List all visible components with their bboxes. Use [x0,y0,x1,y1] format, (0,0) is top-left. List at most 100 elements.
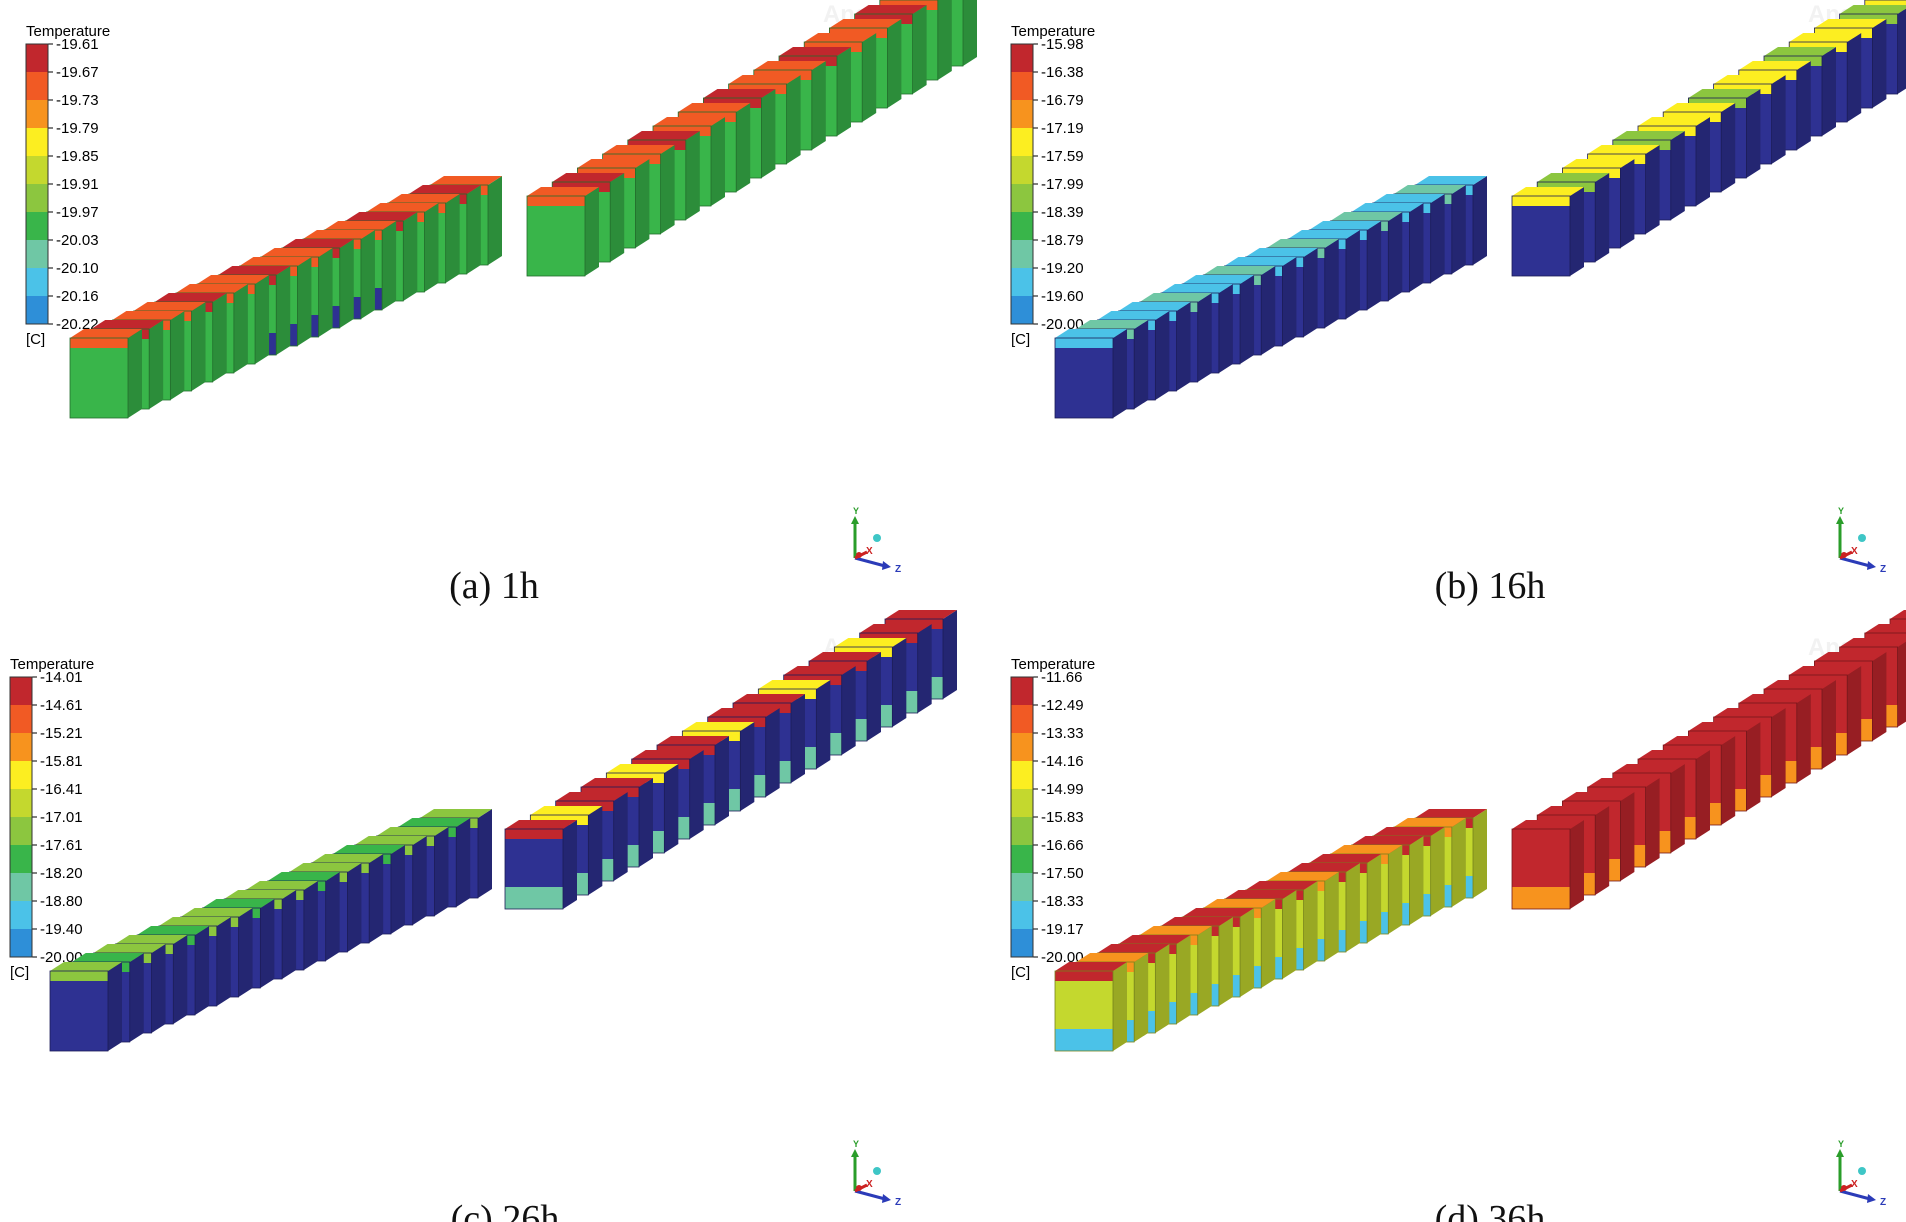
legend-value: -14.01 [40,669,83,686]
legend-value: -19.79 [56,120,99,137]
slab-top [1789,666,1862,675]
slab-top [505,820,577,829]
slab-front-top-band [527,196,585,206]
slab-side [260,899,275,988]
slab-top [829,19,902,28]
legend-unit: [C] [1011,964,1030,981]
legend-color-band [26,240,48,268]
slab-side [811,61,826,150]
slab-top [1512,187,1584,196]
slab-top [1415,809,1487,818]
slab-top [631,750,704,759]
y-axis-head [851,1149,859,1157]
slab-side [1570,820,1584,909]
slab-top [1738,694,1811,703]
legend-color-band [26,44,48,72]
slab-front-bottom-band [1512,254,1570,276]
legend-color-band [1011,184,1033,212]
slab-top [324,221,397,230]
legend-value: -19.67 [56,64,99,81]
legend-value: -20.03 [56,232,99,249]
legend-value: -12.49 [1041,697,1084,714]
legend-frame [1010,676,1034,958]
legend-unit: [C] [26,331,45,348]
slab-top [555,792,628,801]
back-row-slab [504,820,577,910]
slab-top [1160,284,1233,293]
legend-value: -14.61 [40,697,83,714]
slab-top [1663,736,1736,745]
panel-caption: (d) 36h [1435,1198,1546,1222]
legend-value: -15.98 [1041,36,1084,53]
slab-side [1897,8,1906,94]
slab-front-bottom-band [50,1029,108,1051]
slab-side [1409,836,1424,925]
slab-top [1393,818,1466,827]
slab-front-bottom-band [1055,1029,1113,1051]
slab-front-bottom-band [1055,396,1113,418]
x-axis-letter: X [1851,1179,1858,1190]
slab-side [740,722,755,811]
slab-side [1282,890,1297,979]
slab-side [1595,806,1610,895]
legend-color-band [1011,72,1033,100]
slab-top [1351,203,1424,212]
slab-top [224,890,297,899]
slab-side [1796,694,1811,783]
slab-top [1245,248,1318,257]
slab-side [1872,19,1887,108]
slab-side [1197,926,1212,1015]
legend-color-band [1011,296,1033,324]
slab-top [260,248,333,257]
x-axis-letter: X [866,546,873,557]
slab-side [1645,145,1660,234]
slab-top [175,284,248,293]
slab-top [50,962,122,971]
slab-side [892,638,907,727]
slab-side [841,666,856,755]
front-row-slab [1054,329,1127,419]
slab-top [1097,311,1170,320]
slab-side [689,750,704,839]
legend-value: -19.91 [56,176,99,193]
legend-frame [9,676,33,958]
slab-side [1595,173,1610,262]
slab-top [1224,890,1297,899]
legend-value: -15.83 [1041,809,1084,826]
legend-color-band [1011,44,1033,72]
legend-value: -17.59 [1041,148,1084,165]
slab-side [1473,176,1487,265]
slab-side [347,863,362,952]
slab-side [1822,680,1836,769]
front-row-slab [49,962,122,1052]
slab-top [387,194,460,203]
legend-color-band [10,929,32,957]
slab-outline [1054,337,1114,419]
slab-side [1847,666,1862,755]
legend-value: -20.00 [1041,949,1084,966]
legend-value: -18.80 [40,893,83,910]
slab-outline [1054,970,1114,1052]
legend-color-band [26,156,48,184]
slab-side [639,778,653,867]
slab-front-top-band [1512,829,1570,839]
slab-side [937,0,952,80]
legend-color-band [1011,705,1033,733]
slab-top [1713,75,1786,84]
slab-side [1746,89,1761,178]
legend-value: -18.79 [1041,232,1084,249]
slab-top [834,638,907,647]
legend-value: -19.61 [56,36,99,53]
slab-front-bottom-band [1512,887,1570,909]
panel-d: AnsysTemperature-11.66-12.49-13.33-14.16… [1010,610,1906,1222]
slab-top [1118,935,1191,944]
slab-side [1240,908,1255,997]
slab-top [1839,5,1906,14]
x-axis-dot [1841,1185,1847,1191]
slab-top [1287,863,1360,872]
slab-top [1139,293,1212,302]
slab-side [1261,899,1276,988]
legend-value: -16.41 [40,781,83,798]
slab-side [1324,872,1339,961]
legend-color-band [26,184,48,212]
